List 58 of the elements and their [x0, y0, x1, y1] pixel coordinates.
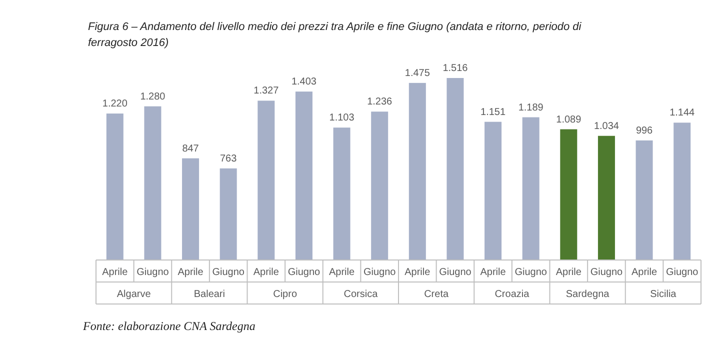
data-label: 1.280 [140, 91, 166, 102]
bar [258, 100, 275, 260]
x-tick-label: Croazia [494, 289, 530, 300]
bar [371, 112, 388, 260]
bar [144, 106, 162, 260]
source-note: Fonte: elaborazione CNA Sardegna [82, 319, 256, 333]
bar [295, 92, 312, 260]
bar [560, 129, 578, 260]
text: Giugno [590, 267, 623, 278]
text: Aprile [328, 267, 355, 278]
bar [220, 168, 237, 260]
data-label: 1.034 [594, 120, 620, 132]
text: Aprile [480, 267, 506, 278]
bar [408, 82, 426, 260]
bar [484, 122, 502, 260]
data-label: 1.327 [254, 86, 280, 97]
data-label: 1.089 [556, 114, 582, 126]
text: Giugno [288, 267, 320, 278]
series-label: Giugno [136, 267, 170, 278]
text: Giugno [439, 267, 472, 278]
data-label: 1.103 [329, 112, 355, 124]
x-tick-label: Sardegna [566, 289, 610, 300]
bar [106, 114, 124, 260]
x-tick-label: Corsica [344, 289, 378, 300]
data-label: 847 [182, 143, 200, 154]
text: Aprile [404, 267, 430, 278]
x-tick-label: Algarve [116, 289, 152, 300]
series-label: Aprile [253, 267, 280, 278]
text: Aprile [102, 267, 128, 278]
text: Giugno [514, 267, 547, 278]
chart-title: Figura 6 – Andamento del livello medio dei prezzi tra Aprile e fine Giugno (andata e ritorno, periodo di ferragosto 2016) [88, 21, 582, 49]
data-label: 763 [220, 153, 238, 164]
text: Aprile [556, 267, 582, 278]
text: Aprile [178, 267, 204, 278]
bar [522, 117, 540, 260]
text: Giugno [363, 267, 396, 278]
data-label: 1.475 [404, 68, 430, 79]
bar [182, 158, 200, 260]
data-label: 1.189 [518, 102, 544, 114]
data-label: 1.151 [480, 106, 506, 118]
data-label: 1.220 [102, 98, 128, 110]
x-tick-label: Sicilia [650, 289, 677, 300]
x-tick-label: Creta [424, 289, 449, 300]
x-tick-label: Baleari [194, 289, 226, 300]
data-label: 1.236 [367, 96, 393, 108]
data-label: 996 [636, 125, 654, 136]
bar [446, 78, 464, 260]
bar [674, 122, 691, 260]
data-label: 1.403 [291, 76, 317, 88]
text: Giugno [666, 267, 698, 278]
bar [598, 136, 615, 260]
data-label: 1.144 [670, 108, 696, 119]
x-tick-label: Cipro [273, 289, 298, 300]
bar [333, 128, 350, 260]
bar [636, 140, 653, 260]
text: Giugno [212, 267, 244, 278]
text: Aprile [631, 267, 658, 278]
data-label: 1.516 [442, 63, 468, 74]
